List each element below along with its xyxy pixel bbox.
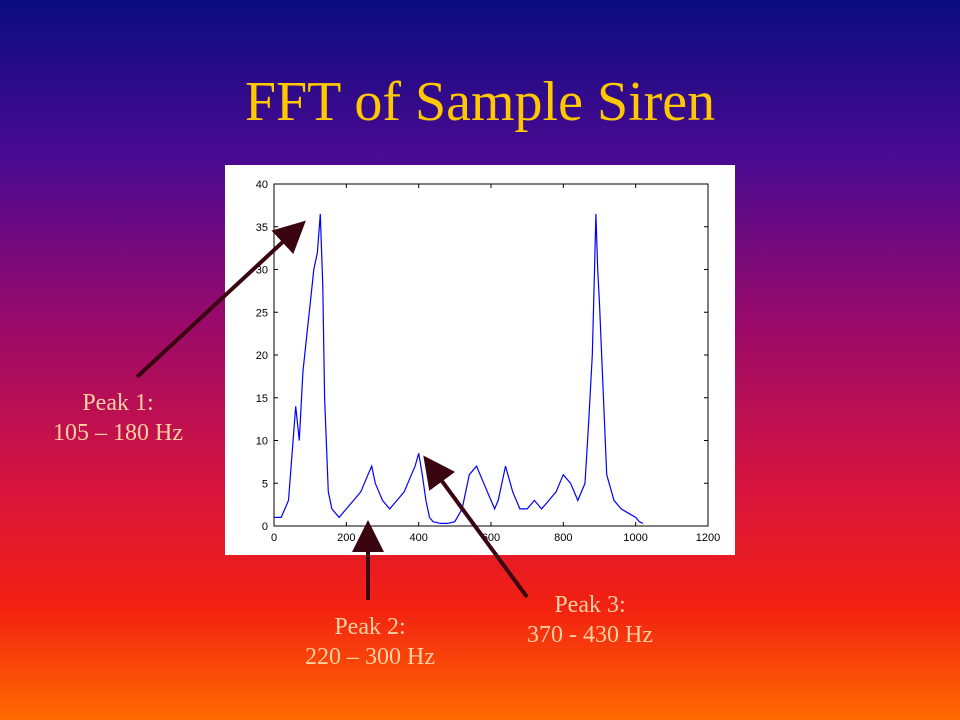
arrow-peak-3 bbox=[423, 455, 529, 599]
y-tick-label: 10 bbox=[256, 436, 268, 448]
y-tick-label: 25 bbox=[256, 307, 268, 319]
callout-peak-2-title: Peak 2: bbox=[334, 614, 406, 640]
arrow-peak-1 bbox=[135, 220, 306, 379]
fft-series-line bbox=[274, 213, 644, 524]
callout-peak-2: Peak 2: 220 – 300 Hz bbox=[280, 612, 460, 672]
chart-panel: 0 200 400 600 800 1000 1200 0 5 10 15 20 25 30 35 40 bbox=[225, 165, 735, 555]
y-tick-label: 20 bbox=[256, 350, 268, 362]
callout-peak-1-title: Peak 1: bbox=[82, 390, 154, 416]
x-tick-label: 400 bbox=[409, 532, 427, 544]
slide-title: FFT of Sample Siren bbox=[244, 71, 716, 133]
callout-peak-3-title: Peak 3: bbox=[554, 592, 626, 618]
x-tick-label: 0 bbox=[271, 532, 277, 544]
y-tick-label: 30 bbox=[256, 265, 268, 277]
y-tick-label: 5 bbox=[262, 478, 268, 490]
y-tick-label: 35 bbox=[256, 222, 268, 234]
x-tick-label: 1200 bbox=[696, 532, 720, 544]
y-tick-label: 15 bbox=[256, 393, 268, 405]
callout-peak-2-range: 220 – 300 Hz bbox=[305, 644, 435, 670]
callout-peak-1-range: 105 – 180 Hz bbox=[53, 420, 183, 446]
y-tick-label: 40 bbox=[256, 179, 268, 191]
callout-peak-1: Peak 1: 105 – 180 Hz bbox=[28, 388, 208, 448]
y-tick-label: 0 bbox=[262, 521, 268, 533]
x-tick-label: 1000 bbox=[623, 532, 647, 544]
x-tick-label: 200 bbox=[337, 532, 355, 544]
x-tick-label: 800 bbox=[554, 532, 572, 544]
callout-peak-3: Peak 3: 370 - 430 Hz bbox=[500, 590, 680, 650]
callout-peak-3-range: 370 - 430 Hz bbox=[527, 622, 653, 648]
